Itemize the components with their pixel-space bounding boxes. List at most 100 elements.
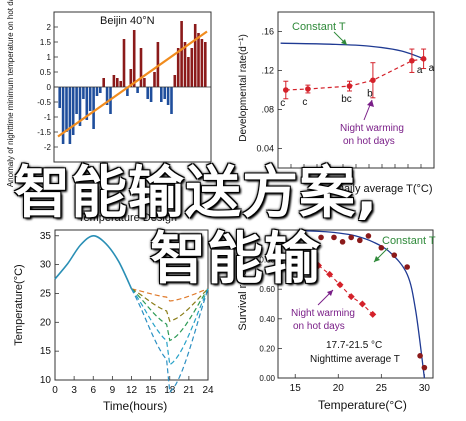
development-point bbox=[283, 87, 289, 93]
development-night-points: c c bc b a a bbox=[280, 48, 435, 109]
development-ylabel-text: Developmental rate(d⁻¹) bbox=[238, 34, 249, 142]
survival-ylabel: Survival rate bbox=[237, 269, 249, 330]
survival-night-line bbox=[318, 265, 374, 315]
survival-night-point bbox=[369, 310, 377, 318]
anomaly-bar bbox=[99, 87, 102, 93]
anomaly-bar bbox=[119, 81, 122, 87]
survival-x-tick-label: 30 bbox=[419, 383, 431, 394]
design-x-tick-label: 3 bbox=[71, 385, 77, 396]
survival-frame bbox=[277, 229, 434, 379]
anomaly-bar bbox=[85, 87, 89, 120]
survival-constant-point bbox=[404, 264, 410, 270]
anomaly-bar bbox=[143, 78, 146, 87]
anomaly-bar bbox=[112, 75, 116, 87]
design-y-tick-label: 35 bbox=[40, 231, 52, 242]
development-constant-line bbox=[280, 42, 427, 61]
anomaly-bar bbox=[75, 87, 78, 114]
anomaly-y-tick-label: 0 bbox=[47, 83, 52, 92]
design-night-curve bbox=[131, 288, 209, 322]
anomaly-y-tick-label: 0.5 bbox=[40, 68, 52, 77]
survival-night-point bbox=[347, 293, 355, 301]
survival-x-tick-label: 25 bbox=[376, 383, 388, 394]
survival-x-ticks: 15 20 25 30 bbox=[290, 374, 431, 394]
development-point-label: a bbox=[429, 63, 435, 74]
anomaly-bar bbox=[173, 75, 177, 87]
anomaly-bar bbox=[61, 87, 65, 144]
anomaly-bar bbox=[153, 72, 156, 87]
survival-x-tick-label: 20 bbox=[333, 383, 345, 394]
development-constant-label: Constant T bbox=[292, 21, 346, 33]
anomaly-y-tick-label: 1.5 bbox=[40, 38, 52, 47]
anomaly-title: Beijin 40°N bbox=[100, 15, 155, 27]
survival-ylabel-text: Survival rate bbox=[237, 269, 249, 330]
anomaly-bar bbox=[180, 21, 183, 87]
survival-chart: Survival rate 0.00 0.20 0.40 0.60 0.80 15 20 2… bbox=[237, 229, 436, 412]
survival-fit-curve bbox=[303, 230, 426, 379]
development-y-tick-label: .16 bbox=[261, 27, 274, 37]
design-y-ticks: 10 15 20 25 30 35 bbox=[40, 231, 59, 386]
design-ylabel: Temperature(°C) bbox=[13, 264, 25, 345]
anomaly-trend-line bbox=[57, 30, 208, 138]
design-y-tick-label: 30 bbox=[40, 260, 52, 271]
anomaly-bar bbox=[197, 33, 200, 87]
anomaly-bar bbox=[58, 87, 61, 108]
anomaly-bar bbox=[139, 48, 143, 87]
development-point bbox=[420, 56, 427, 62]
survival-constant-point bbox=[357, 237, 363, 244]
survival-y-tick-label: 0.60 bbox=[259, 285, 275, 294]
anomaly-bar bbox=[183, 42, 187, 87]
anomaly-bar bbox=[200, 39, 204, 87]
development-y-tick-label: .12 bbox=[261, 66, 274, 76]
anomaly-bar bbox=[129, 69, 133, 87]
design-chart: Temperature Design Temperature(°C) 10 15 2… bbox=[13, 212, 214, 413]
design-ylabel-text: Temperature(°C) bbox=[13, 264, 25, 345]
design-x-tick-label: 21 bbox=[183, 385, 195, 396]
development-ylabel: Developmental rate(d⁻¹) bbox=[238, 34, 249, 142]
survival-xlabel: Temperature(°C) bbox=[318, 398, 407, 412]
anomaly-y-tick-label: 2 bbox=[47, 23, 52, 32]
design-y-tick-label: 15 bbox=[40, 346, 52, 357]
survival-night-label-2: on hot days bbox=[293, 321, 345, 332]
survival-x-tick-label: 15 bbox=[290, 383, 302, 394]
survival-constant-point bbox=[378, 244, 385, 251]
anomaly-ylabel-text: Anomaly of nighttime minimum temperature… bbox=[6, 0, 15, 187]
anomaly-bar bbox=[68, 87, 72, 144]
survival-constant-point bbox=[318, 234, 324, 241]
development-point-label: b bbox=[367, 88, 373, 99]
overlay-caption-line-1: 智能输送方案, bbox=[14, 161, 379, 226]
development-point-label: c bbox=[280, 98, 285, 109]
design-y-tick-label: 20 bbox=[40, 317, 52, 328]
design-title: Temperature Design bbox=[78, 212, 177, 224]
development-night-label-2: on hot days bbox=[343, 136, 395, 147]
anomaly-bar bbox=[126, 87, 129, 96]
anomaly-bar bbox=[71, 87, 75, 135]
survival-night-point bbox=[358, 300, 366, 308]
design-y-tick-label: 10 bbox=[40, 375, 52, 386]
overlay-caption-line-2: 智能输 bbox=[150, 227, 321, 292]
survival-night-point bbox=[314, 261, 323, 270]
anomaly-bar bbox=[166, 87, 170, 105]
anomaly-bar bbox=[78, 87, 82, 126]
survival-y-tick-label: 0.00 bbox=[259, 374, 275, 383]
anomaly-bar bbox=[82, 87, 85, 99]
anomaly-bar bbox=[170, 87, 173, 114]
survival-y-tick-label: 0.80 bbox=[259, 256, 275, 265]
development-night-label-1: Night warming bbox=[340, 123, 404, 134]
design-night-curves bbox=[130, 288, 209, 394]
design-x-ticks: 0 3 6 9 12 15 18 21 24 bbox=[52, 376, 214, 396]
survival-range-label: 17.7-21.5 °C bbox=[326, 340, 382, 351]
anomaly-bar bbox=[156, 42, 160, 87]
design-x-tick-label: 24 bbox=[202, 385, 214, 396]
development-point bbox=[409, 57, 415, 64]
development-xlabel: Daily average T(°C) bbox=[336, 183, 433, 195]
development-point-label: a bbox=[417, 65, 423, 76]
design-x-tick-label: 18 bbox=[164, 385, 176, 396]
anomaly-bar bbox=[88, 87, 92, 111]
survival-constant-point bbox=[391, 252, 398, 258]
anomaly-bars bbox=[58, 21, 207, 144]
survival-points bbox=[314, 233, 428, 371]
survival-night-label-1: Night warming bbox=[291, 308, 355, 319]
development-point-label: bc bbox=[341, 94, 352, 105]
